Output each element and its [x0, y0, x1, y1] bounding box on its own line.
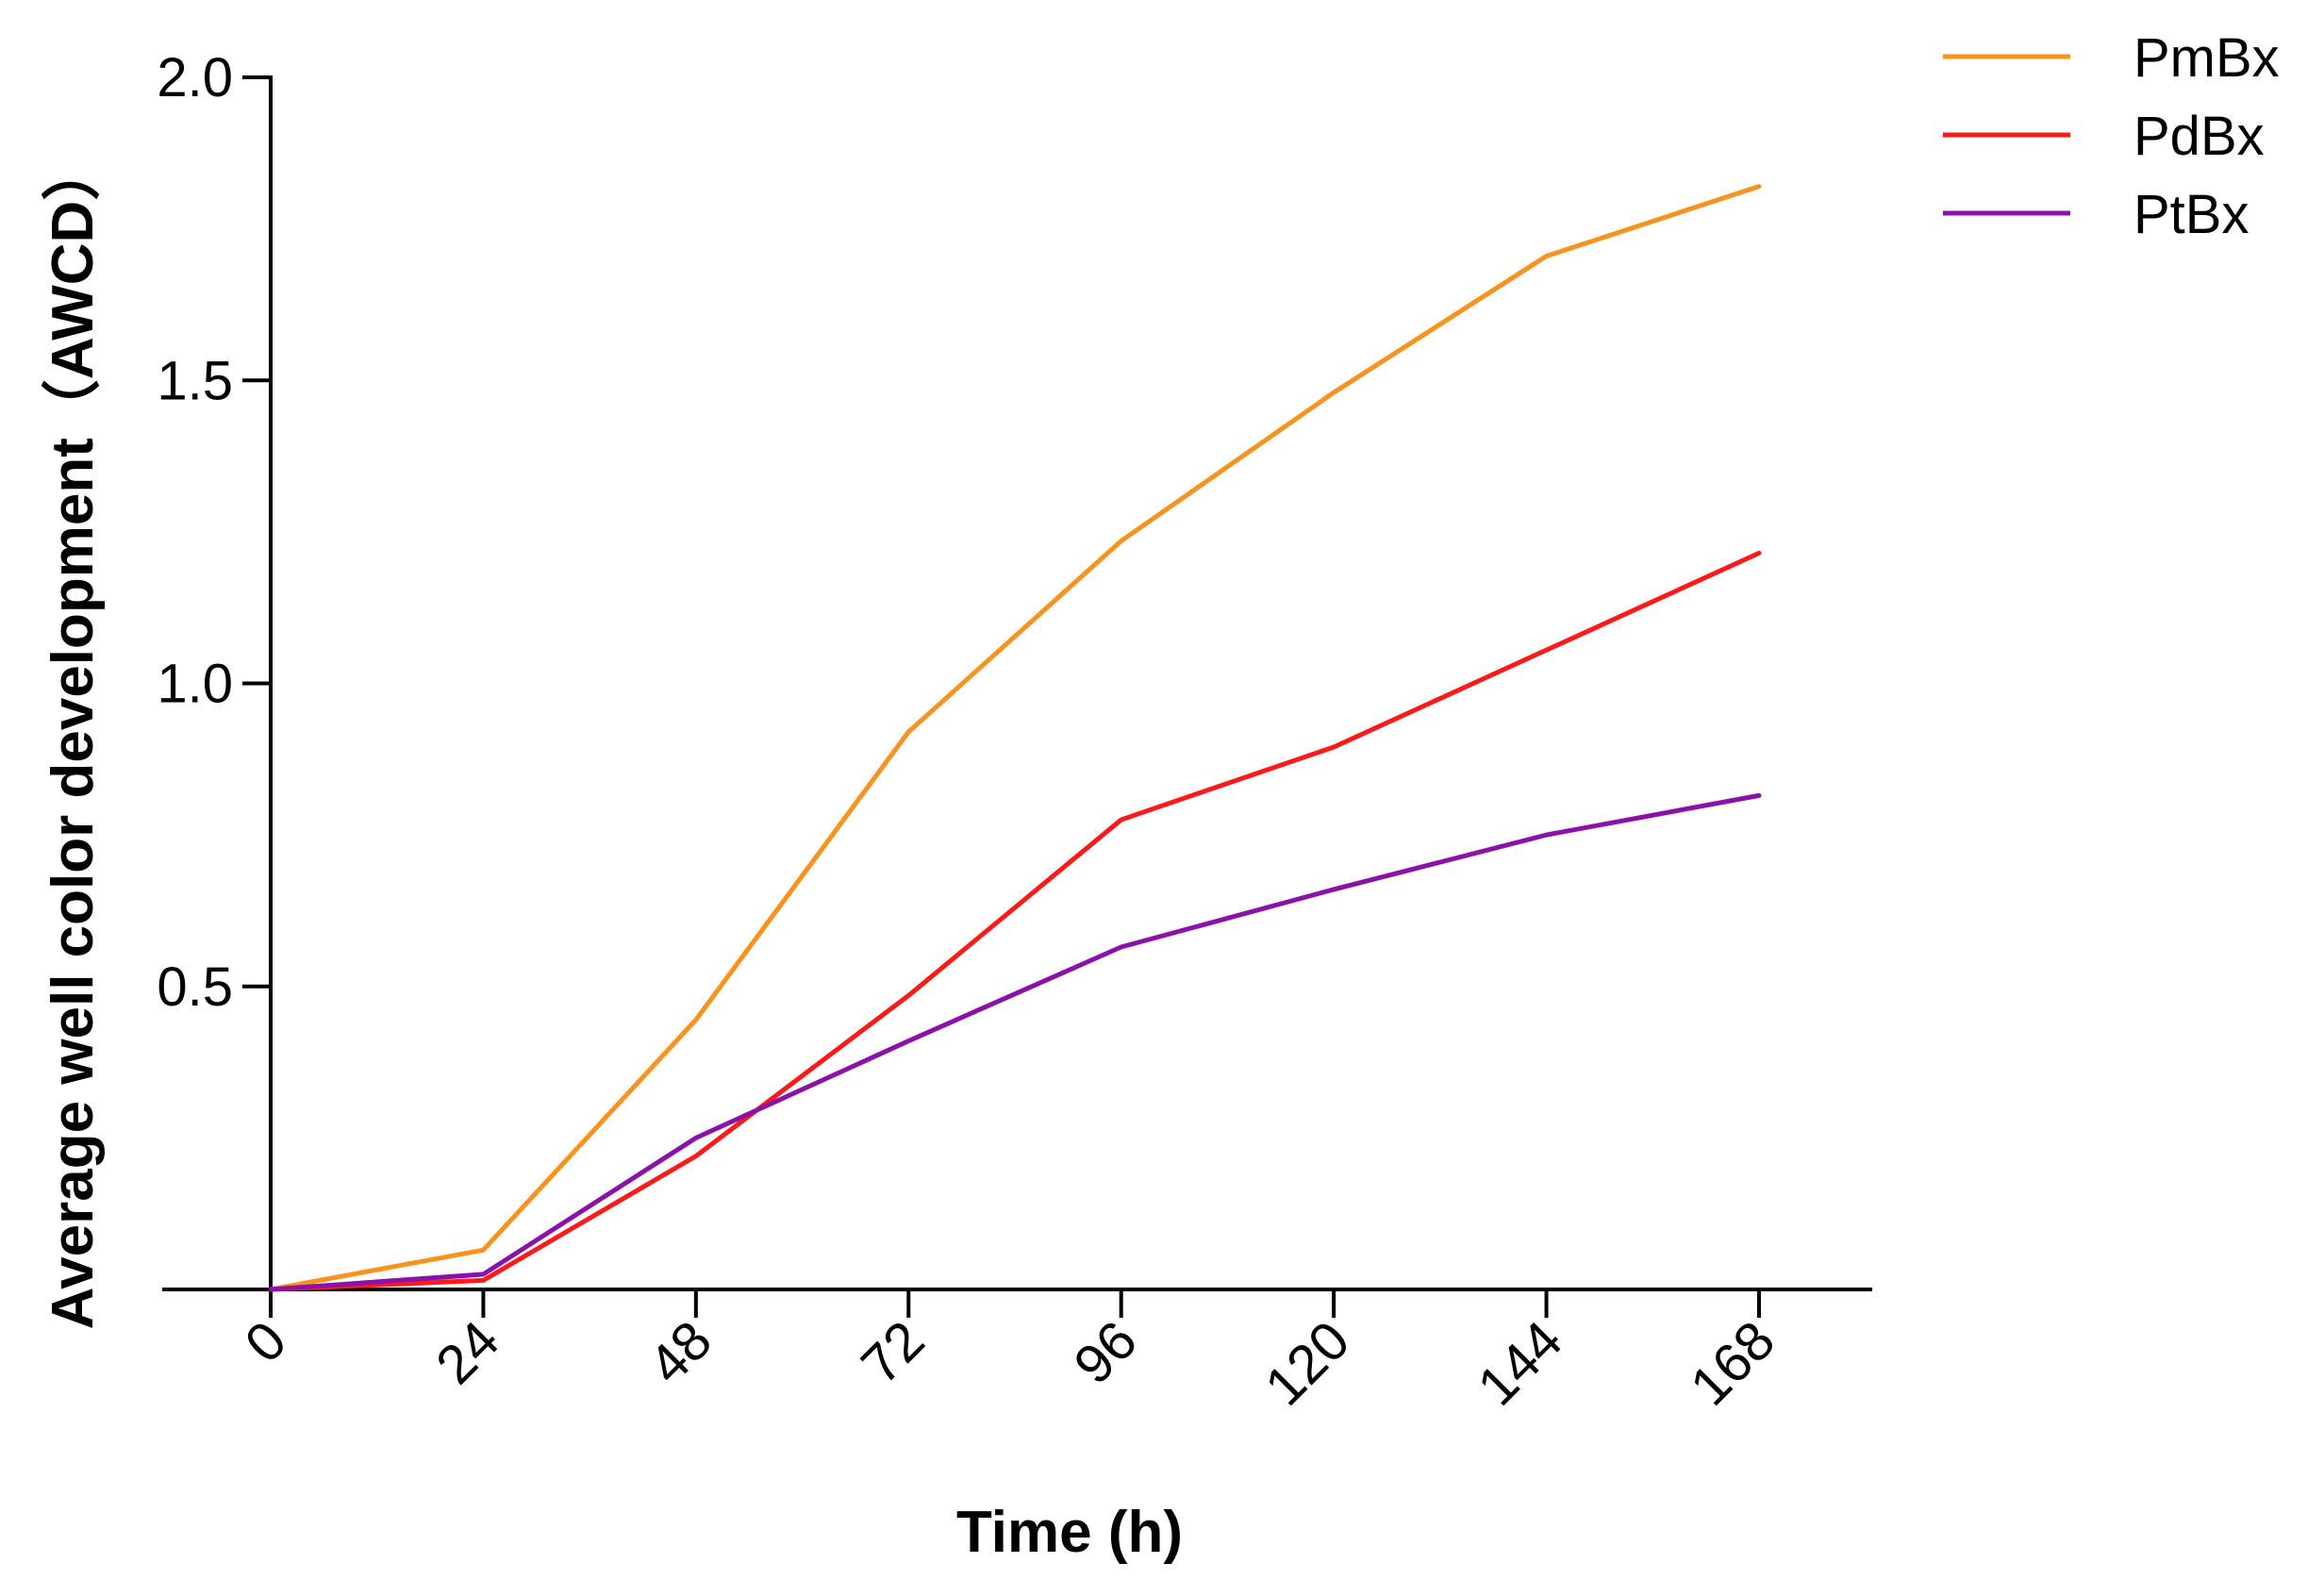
- x-tick-label: 96: [1062, 1309, 1149, 1396]
- x-tick-label: 0: [233, 1309, 298, 1374]
- series-line-pmbx: [268, 184, 1762, 1292]
- series-line-pdbx: [268, 550, 1762, 1292]
- x-tick-label: 48: [637, 1309, 723, 1396]
- x-tick-label: 24: [424, 1309, 511, 1396]
- series: [268, 184, 1762, 1292]
- series-line-ptbx: [268, 792, 1762, 1292]
- legend-label-pdbx: PdBx: [2133, 106, 2265, 167]
- y-tick-label: 1.5: [157, 350, 233, 411]
- y-tick-label: 1.0: [157, 654, 233, 715]
- x-axis-title: Time (h): [956, 1500, 1183, 1565]
- y-tick-label: 2.0: [157, 47, 233, 108]
- x-tick-label: 120: [1253, 1309, 1361, 1417]
- axis-titles: Time (h) Average well color development（…: [40, 142, 1183, 1565]
- axes: [162, 75, 1872, 1291]
- x-tick-label: 168: [1679, 1309, 1786, 1417]
- legend-label-pmbx: PmBx: [2133, 27, 2280, 89]
- x-tick-label: 144: [1466, 1309, 1573, 1417]
- y-tick-label: 0.5: [157, 956, 233, 1018]
- legend-label-ptbx: PtBx: [2133, 184, 2249, 245]
- y-axis-title: Average well color development（AWCD）: [40, 142, 106, 1330]
- ticks: 0.5 1.0 1.5 2.0 0 24 48 72 96 120 144 168: [157, 47, 1786, 1418]
- x-tick-label: 72: [850, 1309, 937, 1396]
- legend: PmBx PdBx PtBx: [1943, 27, 2280, 245]
